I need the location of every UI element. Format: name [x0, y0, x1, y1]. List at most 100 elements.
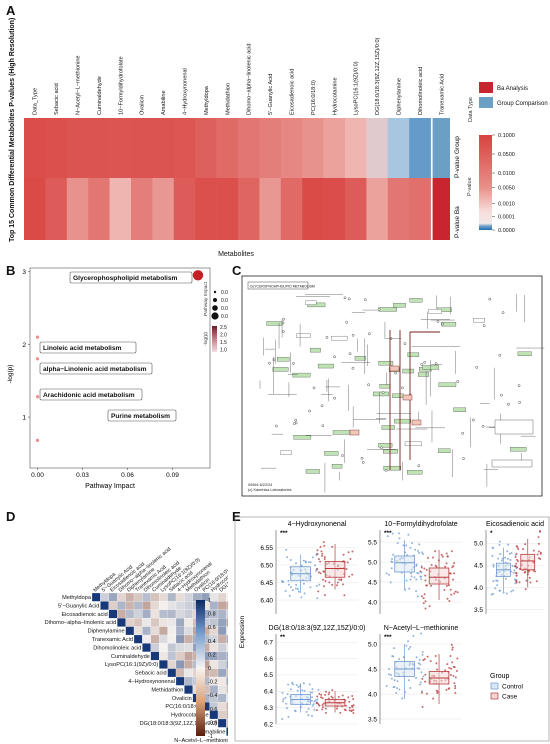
box-jitter-point	[331, 583, 334, 586]
heatmap-a-col-label: Eicosadienoic acid	[290, 69, 296, 115]
map-enzyme-box	[293, 435, 312, 440]
colorbar-d-tick-label: -1	[208, 734, 213, 740]
box-jitter-point	[322, 578, 325, 581]
map-enzyme-box	[402, 368, 414, 374]
corr-row-label: PC(16:0/18:0)	[165, 704, 200, 710]
map-compound	[347, 297, 351, 301]
box-jitter-point	[451, 648, 454, 651]
map-enzyme-box	[453, 407, 466, 412]
heatmap-a-col-label: Data_Type	[33, 88, 39, 115]
box-jitter-point	[444, 669, 447, 672]
box-jitter-point	[391, 655, 394, 658]
heatmap-a-title: Top 15 Common Differential Metabolites P…	[9, 18, 16, 242]
legend-type-title: Data Type	[468, 97, 474, 122]
box-jitter-point	[321, 552, 324, 555]
box-jitter-point	[417, 662, 420, 665]
box-jitter-point	[539, 551, 542, 554]
corr-cell	[142, 634, 151, 644]
corr-cell	[150, 609, 160, 619]
box-jitter-point	[296, 588, 299, 591]
corr-cell	[142, 592, 151, 602]
box-jitter-point	[518, 567, 521, 570]
colorbar-d-tick-label: 1	[208, 598, 211, 604]
corr-cell	[226, 693, 228, 703]
box-ytick-label: 6.40	[260, 597, 273, 604]
box-jitter-point	[319, 560, 322, 563]
corr-cell	[150, 643, 160, 652]
box-jitter-point	[315, 567, 318, 570]
box-jitter-point	[516, 566, 519, 569]
box-jitter-point	[441, 555, 444, 558]
heatmap-a-cell-ba	[238, 178, 260, 240]
corr-cell	[133, 609, 143, 619]
map-enzyme-box	[473, 318, 485, 323]
heatmap-a-col-label: Ovalicin	[140, 95, 146, 115]
size-legend-label: 0.06	[221, 306, 228, 312]
box-jitter-point	[286, 707, 289, 710]
box-jitter-point	[343, 594, 346, 597]
box-jitter-point	[322, 541, 325, 544]
box-ytick-label: 6.3	[264, 705, 273, 712]
colorbar-a-tick-label: 0.1000	[498, 133, 515, 139]
plot-e-ylabel: Expression	[239, 616, 246, 649]
box-jitter-point	[317, 688, 320, 691]
box-jitter-point	[393, 647, 396, 650]
box-jitter-point	[517, 547, 520, 550]
corr-cell	[226, 702, 228, 711]
map-compound	[380, 446, 383, 450]
map-enzyme-box	[332, 430, 351, 435]
map-enzyme-box	[379, 383, 391, 389]
box-jitter-point	[504, 556, 507, 559]
heatmap-a-col-label: Amabiline	[161, 90, 167, 115]
heatmap-a-col-label: Sebacic acid	[54, 83, 60, 115]
box-jitter-point	[297, 590, 300, 593]
box-jitter-point	[498, 543, 501, 546]
box-jitter-point	[419, 663, 422, 666]
map-compound	[345, 321, 348, 324]
map-enzyme-box	[310, 347, 321, 353]
size-legend-label: 0.09	[221, 314, 228, 320]
box-jitter-point	[311, 696, 314, 699]
heatmap-a-cell-group	[109, 118, 132, 178]
corr-cell	[226, 685, 228, 694]
legend-case-label: Case	[502, 694, 518, 701]
corr-cell	[226, 634, 228, 644]
size-legend-title: Pathway Impact	[203, 281, 209, 316]
corr-cell	[150, 618, 160, 627]
corr-cell	[175, 601, 185, 610]
box-jitter-point	[424, 680, 427, 683]
corr-cell	[125, 601, 135, 610]
legend-control-swatch	[490, 682, 499, 690]
box-jitter-point	[320, 693, 323, 696]
map-enzyme-box	[517, 351, 532, 356]
box-jitter-point	[513, 569, 516, 572]
box-jitter-point	[447, 584, 450, 587]
map-enzyme-box	[331, 464, 343, 469]
box-ytick-label: 6.5	[264, 672, 273, 679]
box-jitter-point	[446, 555, 449, 558]
heatmap-a-cell-group	[24, 118, 46, 178]
box-jitter-point	[411, 542, 414, 545]
box-jitter-point	[314, 564, 317, 567]
heatmap-a-cell-group	[45, 118, 68, 178]
box-ytick-label: 6.4	[264, 689, 273, 696]
box-jitter-point	[328, 581, 331, 584]
box-jitter-point	[516, 560, 519, 563]
map-compound	[456, 380, 460, 383]
map-compound	[367, 383, 370, 387]
box-jitter-point	[311, 704, 314, 707]
box-jitter-point	[307, 714, 310, 717]
map-compound	[434, 362, 438, 365]
map-compound	[377, 308, 381, 311]
colorbar-a-tick-label: 0.0010	[498, 201, 515, 207]
heatmap-a-cell-ba	[131, 178, 153, 240]
map-compound	[436, 320, 440, 323]
colorbar-a-title: P-value	[467, 177, 473, 196]
box-jitter-point	[420, 632, 423, 635]
heatmap-a-col-label: Methyldopa	[204, 85, 210, 115]
box-jitter-point	[407, 533, 410, 536]
box-jitter-point	[532, 549, 535, 552]
map-compound	[500, 393, 503, 397]
plot-b-ylabel: -log(p)	[7, 365, 14, 384]
box-jitter-point	[525, 579, 528, 582]
